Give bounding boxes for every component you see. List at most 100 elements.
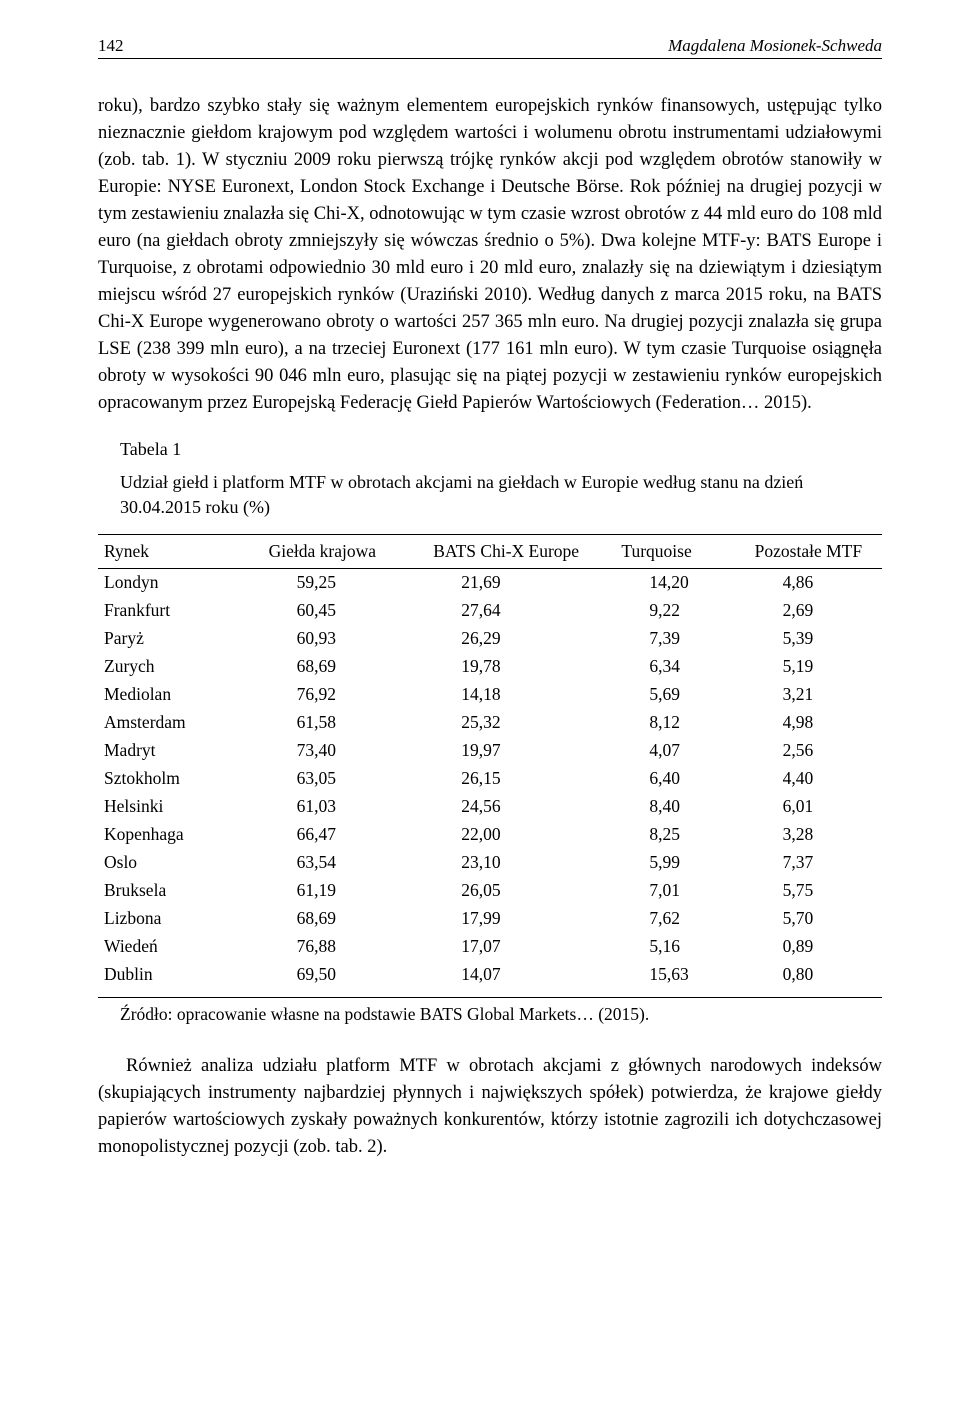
row-label: Sztokholm bbox=[98, 765, 263, 793]
row-value: 3,28 bbox=[749, 821, 882, 849]
row-value: 14,20 bbox=[615, 568, 748, 597]
row-value: 26,05 bbox=[427, 877, 615, 905]
col-bats: BATS Chi-X Europe bbox=[427, 534, 615, 568]
running-author: Magdalena Mosionek-Schweda bbox=[668, 36, 882, 56]
row-value: 7,39 bbox=[615, 625, 748, 653]
row-value: 59,25 bbox=[263, 568, 428, 597]
row-value: 2,69 bbox=[749, 597, 882, 625]
row-value: 17,07 bbox=[427, 933, 615, 961]
row-value: 27,64 bbox=[427, 597, 615, 625]
row-value: 15,63 bbox=[615, 961, 748, 989]
page-number: 142 bbox=[98, 36, 124, 56]
table-header-row: Rynek Giełda krajowa BATS Chi-X Europe T… bbox=[98, 534, 882, 568]
row-label: Oslo bbox=[98, 849, 263, 877]
closing-paragraph: Również analiza udziału platform MTF w o… bbox=[98, 1053, 882, 1161]
row-value: 19,97 bbox=[427, 737, 615, 765]
row-label: Londyn bbox=[98, 568, 263, 597]
row-value: 69,50 bbox=[263, 961, 428, 989]
table-row: Wiedeń76,8817,075,160,89 bbox=[98, 933, 882, 961]
row-value: 68,69 bbox=[263, 905, 428, 933]
row-value: 4,07 bbox=[615, 737, 748, 765]
row-label: Zurych bbox=[98, 653, 263, 681]
row-value: 68,69 bbox=[263, 653, 428, 681]
row-value: 66,47 bbox=[263, 821, 428, 849]
row-value: 22,00 bbox=[427, 821, 615, 849]
row-label: Helsinki bbox=[98, 793, 263, 821]
table-row: Lizbona68,6917,997,625,70 bbox=[98, 905, 882, 933]
table-caption: Udział giełd i platform MTF w obrotach a… bbox=[120, 470, 882, 520]
row-value: 6,01 bbox=[749, 793, 882, 821]
table-label: Tabela 1 bbox=[120, 439, 882, 460]
row-value: 8,40 bbox=[615, 793, 748, 821]
col-rynek: Rynek bbox=[98, 534, 263, 568]
row-label: Lizbona bbox=[98, 905, 263, 933]
row-label: Paryż bbox=[98, 625, 263, 653]
row-value: 26,29 bbox=[427, 625, 615, 653]
table-row: Dublin69,5014,0715,630,80 bbox=[98, 961, 882, 989]
row-value: 24,56 bbox=[427, 793, 615, 821]
body-paragraph: roku), bardzo szybko stały się ważnym el… bbox=[98, 93, 882, 417]
row-value: 60,45 bbox=[263, 597, 428, 625]
row-value: 14,18 bbox=[427, 681, 615, 709]
row-value: 4,86 bbox=[749, 568, 882, 597]
row-value: 5,19 bbox=[749, 653, 882, 681]
row-value: 76,88 bbox=[263, 933, 428, 961]
table-row: Helsinki61,0324,568,406,01 bbox=[98, 793, 882, 821]
table-body: Londyn59,2521,6914,204,86Frankfurt60,452… bbox=[98, 568, 882, 989]
row-value: 8,25 bbox=[615, 821, 748, 849]
row-value: 19,78 bbox=[427, 653, 615, 681]
row-value: 5,70 bbox=[749, 905, 882, 933]
row-label: Dublin bbox=[98, 961, 263, 989]
row-value: 5,75 bbox=[749, 877, 882, 905]
running-header: 142 Magdalena Mosionek-Schweda bbox=[98, 36, 882, 59]
table-row: Bruksela61,1926,057,015,75 bbox=[98, 877, 882, 905]
row-value: 61,03 bbox=[263, 793, 428, 821]
row-label: Kopenhaga bbox=[98, 821, 263, 849]
row-value: 5,39 bbox=[749, 625, 882, 653]
row-value: 0,80 bbox=[749, 961, 882, 989]
table-row: Paryż60,9326,297,395,39 bbox=[98, 625, 882, 653]
row-value: 14,07 bbox=[427, 961, 615, 989]
row-value: 0,89 bbox=[749, 933, 882, 961]
row-value: 7,01 bbox=[615, 877, 748, 905]
row-value: 8,12 bbox=[615, 709, 748, 737]
row-value: 63,54 bbox=[263, 849, 428, 877]
data-table: Rynek Giełda krajowa BATS Chi-X Europe T… bbox=[98, 534, 882, 989]
row-value: 23,10 bbox=[427, 849, 615, 877]
row-value: 25,32 bbox=[427, 709, 615, 737]
row-value: 5,69 bbox=[615, 681, 748, 709]
row-value: 2,56 bbox=[749, 737, 882, 765]
table-row: Mediolan76,9214,185,693,21 bbox=[98, 681, 882, 709]
table-row: Sztokholm63,0526,156,404,40 bbox=[98, 765, 882, 793]
row-value: 3,21 bbox=[749, 681, 882, 709]
row-value: 63,05 bbox=[263, 765, 428, 793]
row-label: Wiedeń bbox=[98, 933, 263, 961]
table-source: Źródło: opracowanie własne na podstawie … bbox=[98, 997, 882, 1025]
row-value: 60,93 bbox=[263, 625, 428, 653]
table-row: Amsterdam61,5825,328,124,98 bbox=[98, 709, 882, 737]
col-turquoise: Turquoise bbox=[615, 534, 748, 568]
row-value: 9,22 bbox=[615, 597, 748, 625]
table-row: Frankfurt60,4527,649,222,69 bbox=[98, 597, 882, 625]
row-value: 7,37 bbox=[749, 849, 882, 877]
row-value: 21,69 bbox=[427, 568, 615, 597]
row-label: Bruksela bbox=[98, 877, 263, 905]
row-value: 5,16 bbox=[615, 933, 748, 961]
row-value: 5,99 bbox=[615, 849, 748, 877]
col-gielda: Giełda krajowa bbox=[263, 534, 428, 568]
row-label: Amsterdam bbox=[98, 709, 263, 737]
col-mtf: Pozostałe MTF bbox=[749, 534, 882, 568]
row-value: 61,19 bbox=[263, 877, 428, 905]
table-head: Rynek Giełda krajowa BATS Chi-X Europe T… bbox=[98, 534, 882, 568]
row-value: 6,34 bbox=[615, 653, 748, 681]
row-value: 7,62 bbox=[615, 905, 748, 933]
row-label: Frankfurt bbox=[98, 597, 263, 625]
row-value: 6,40 bbox=[615, 765, 748, 793]
row-value: 76,92 bbox=[263, 681, 428, 709]
row-value: 73,40 bbox=[263, 737, 428, 765]
row-value: 61,58 bbox=[263, 709, 428, 737]
row-label: Madryt bbox=[98, 737, 263, 765]
row-value: 17,99 bbox=[427, 905, 615, 933]
table-row: Oslo63,5423,105,997,37 bbox=[98, 849, 882, 877]
row-label: Mediolan bbox=[98, 681, 263, 709]
